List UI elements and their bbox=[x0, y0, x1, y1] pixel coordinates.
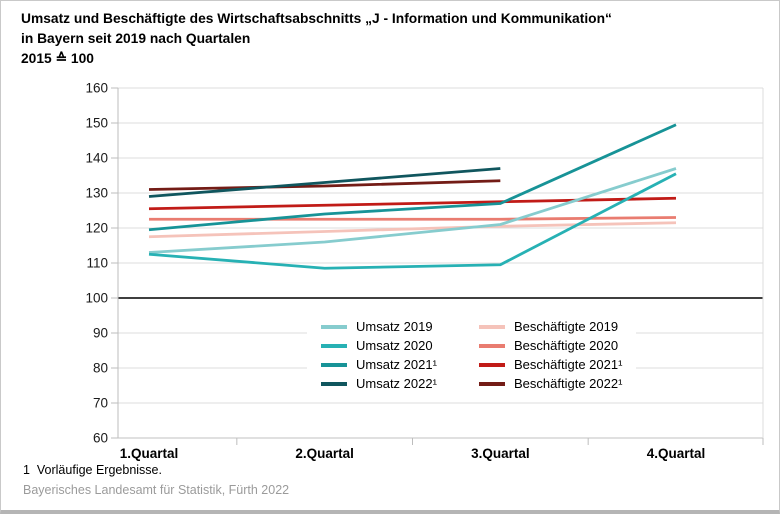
y-axis-label: 130 bbox=[85, 186, 108, 201]
legend-label: Umsatz 2020 bbox=[356, 338, 433, 353]
x-axis-label: 3.Quartal bbox=[471, 446, 530, 461]
legend-item: Beschäftigte 2019 bbox=[479, 319, 622, 334]
y-axis-label: 160 bbox=[85, 81, 108, 96]
legend-swatch-icon bbox=[321, 343, 347, 348]
series-line-besch-ftigte-2022 bbox=[148, 179, 501, 191]
series-line-besch-ftigte-2020 bbox=[149, 216, 677, 221]
legend-swatch-icon bbox=[479, 324, 505, 329]
series-line-umsatz-2022 bbox=[148, 167, 501, 198]
legend-item: Beschäftigte 2021¹ bbox=[479, 357, 622, 372]
legend-swatch-icon bbox=[479, 381, 505, 386]
y-axis-label: 60 bbox=[93, 431, 108, 446]
legend-item: Umsatz 2021¹ bbox=[321, 357, 479, 372]
y-axis-label: 120 bbox=[85, 221, 108, 236]
y-axis-label: 140 bbox=[85, 151, 108, 166]
series-line-umsatz-2019 bbox=[148, 167, 677, 254]
legend-swatch-icon bbox=[321, 324, 347, 329]
legend-label: Umsatz 2022¹ bbox=[356, 376, 437, 391]
legend-swatch-icon bbox=[479, 362, 505, 367]
y-axis-label: 90 bbox=[93, 326, 108, 341]
legend-label: Umsatz 2019 bbox=[356, 319, 433, 334]
legend-item: Beschäftigte 2020 bbox=[479, 338, 622, 353]
legend-label: Beschäftigte 2019 bbox=[514, 319, 619, 334]
legend-item: Beschäftigte 2022¹ bbox=[479, 376, 622, 391]
legend-item: Umsatz 2020 bbox=[321, 338, 479, 353]
chart-title-line2: in Bayern seit 2019 nach Quartalen bbox=[21, 31, 251, 46]
legend-swatch-icon bbox=[321, 381, 347, 386]
legend-label: Beschäftigte 2022¹ bbox=[514, 376, 623, 391]
title-block: Umsatz und Beschäftigte des Wirtschaftsa… bbox=[21, 9, 612, 69]
legend-label: Umsatz 2021¹ bbox=[356, 357, 437, 372]
x-axis-label: 1.Quartal bbox=[120, 446, 179, 461]
footnote: 1 Vorläufige Ergebnisse. bbox=[23, 463, 162, 477]
legend-label: Beschäftigte 2021¹ bbox=[514, 357, 623, 372]
y-axis-label: 110 bbox=[86, 256, 108, 271]
chart-title-line1: Umsatz und Beschäftigte des Wirtschaftsa… bbox=[21, 11, 612, 26]
legend-item: Umsatz 2022¹ bbox=[321, 376, 479, 391]
x-axis-label: 2.Quartal bbox=[295, 446, 354, 461]
index-base-note: 2015 ≙ 100 bbox=[21, 51, 94, 66]
legend-swatch-icon bbox=[321, 362, 347, 367]
y-axis-label: 80 bbox=[93, 361, 108, 376]
legend-swatch-icon bbox=[479, 343, 505, 348]
series-line-besch-ftigte-2019 bbox=[148, 221, 677, 239]
series-line-besch-ftigte-2021 bbox=[148, 196, 677, 211]
y-axis-label: 150 bbox=[85, 116, 108, 131]
x-axis-label: 4.Quartal bbox=[647, 446, 706, 461]
y-axis-label: 70 bbox=[93, 396, 108, 411]
series-line-umsatz-2021 bbox=[148, 123, 677, 232]
series-line-umsatz-2020 bbox=[148, 172, 677, 270]
legend: Umsatz 2019 Umsatz 2020 Umsatz 2021¹ Umsatz… bbox=[307, 314, 637, 398]
source-line: Bayerisches Landesamt für Statistik, Für… bbox=[23, 483, 290, 497]
legend-item: Umsatz 2019 bbox=[321, 319, 479, 334]
legend-label: Beschäftigte 2020 bbox=[514, 338, 619, 353]
y-axis-label: 100 bbox=[85, 291, 108, 306]
